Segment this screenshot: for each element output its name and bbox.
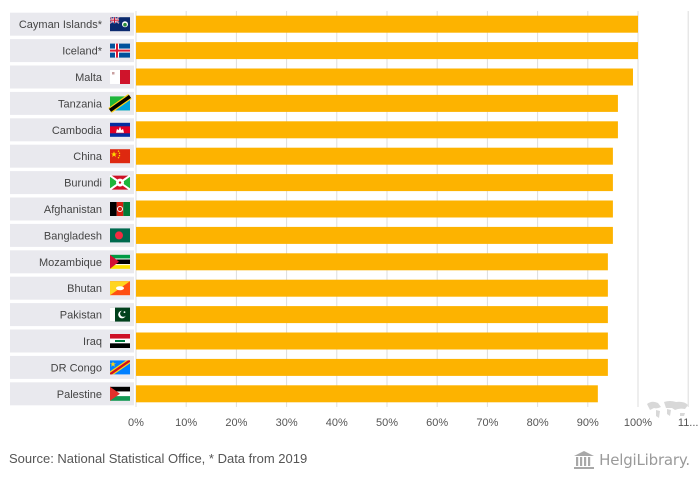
bar — [136, 332, 608, 350]
bhutan-flag — [110, 281, 130, 296]
bar-row: Bhutan — [10, 276, 608, 300]
bar-row: Palestine — [10, 382, 598, 406]
bar-row: Iceland* — [10, 39, 638, 63]
cayman-islands-flag — [109, 16, 130, 32]
bar-row: Pakistan — [10, 303, 608, 327]
burundi-flag — [109, 174, 131, 191]
world-map-icon — [647, 401, 688, 418]
x-tick-label: 100% — [624, 417, 652, 429]
bar — [136, 147, 613, 165]
category-label: DR Congo — [51, 362, 102, 374]
bar — [136, 121, 618, 139]
category-label: Iceland* — [62, 46, 102, 58]
bar — [136, 200, 613, 218]
category-label: Mozambique — [39, 257, 102, 269]
row-label-band — [10, 118, 134, 142]
footer: Source: National Statistical Office, * D… — [0, 440, 700, 483]
row-label-band — [10, 144, 134, 168]
bar — [136, 385, 598, 403]
row-label-band — [10, 355, 134, 379]
row-label-band — [10, 250, 134, 274]
category-label: Bhutan — [67, 283, 102, 295]
category-label: Cayman Islands* — [19, 19, 103, 31]
category-label: Bangladesh — [44, 230, 102, 242]
bar — [136, 15, 638, 33]
bar — [136, 94, 618, 112]
row-label-band — [10, 223, 134, 247]
bar-row: Malta — [10, 65, 633, 89]
x-tick-label: 40% — [326, 417, 348, 429]
bar — [136, 42, 638, 60]
source-note: Source: National Statistical Office, * D… — [9, 451, 308, 466]
x-tick-label: 0% — [128, 417, 144, 429]
row-label-band — [10, 276, 134, 300]
brand-name: HelgiLibrary. — [599, 451, 690, 469]
bar-row: Cayman Islands* — [10, 12, 638, 36]
x-tick-label: 30% — [276, 417, 298, 429]
category-label: Afghanistan — [44, 204, 102, 216]
category-label: Cambodia — [52, 125, 103, 137]
bar-row: Tanzania — [10, 91, 618, 115]
tanzania-flag — [108, 93, 132, 113]
malta-flag — [110, 70, 130, 84]
category-label: Palestine — [57, 389, 102, 401]
bar — [136, 358, 608, 376]
x-tick-label: 60% — [426, 417, 448, 429]
chart-rows: Cayman Islands* Iceland* Malta Tanzania Camb… — [10, 12, 638, 406]
palestine-flag — [110, 386, 130, 401]
x-axis: 0% 10% 20% 30% 40% 50% 60% 70% 80% 90% 100% 11... — [128, 417, 698, 429]
cambodia-flag — [110, 122, 130, 137]
bar-row: Mozambique — [10, 250, 608, 274]
x-tick-label: 80% — [527, 417, 549, 429]
dr-congo-flag — [110, 360, 130, 375]
brand-logo[interactable]: HelgiLibrary. — [573, 446, 690, 474]
x-tick-label: 90% — [577, 417, 599, 429]
mozambique-flag — [110, 254, 130, 269]
x-tick-label: 10% — [175, 417, 197, 429]
bar-row: China — [10, 144, 613, 168]
bar — [136, 253, 608, 271]
category-label: China — [73, 151, 103, 163]
library-icon — [574, 451, 595, 469]
x-tick-label: 50% — [376, 417, 398, 429]
category-label: Pakistan — [60, 310, 102, 322]
iraq-flag — [110, 334, 130, 348]
bar — [136, 306, 608, 324]
bar-row: Afghanistan — [10, 197, 613, 221]
category-label: Burundi — [64, 178, 102, 190]
afghanistan-flag — [110, 202, 130, 216]
china-flag — [110, 149, 130, 164]
bar — [136, 174, 613, 192]
iceland-flag — [110, 43, 130, 58]
x-tick-label: 20% — [225, 417, 247, 429]
category-label: Tanzania — [58, 98, 103, 110]
row-label-band — [10, 171, 134, 195]
bar — [136, 226, 613, 244]
x-tick-label: 70% — [476, 417, 498, 429]
row-label-band — [10, 65, 134, 89]
bar-row: Iraq — [10, 329, 608, 353]
row-label-band — [10, 39, 134, 63]
bangladesh-flag — [110, 228, 130, 243]
row-label-band — [10, 382, 134, 406]
bar — [136, 279, 608, 297]
bar-row: Cambodia — [10, 118, 618, 142]
row-label-band — [10, 197, 134, 221]
category-label: Malta — [75, 72, 103, 84]
bar-row: DR Congo — [10, 355, 608, 379]
row-label-band — [10, 303, 134, 327]
bar-row: Burundi — [10, 171, 613, 195]
row-label-band — [10, 329, 134, 353]
x-tick-label: 11... — [678, 417, 699, 429]
chart: Cayman Islands* Iceland* Malta Tanzania Camb… — [10, 11, 698, 429]
category-label: Iraq — [83, 336, 102, 348]
bar — [136, 68, 633, 86]
pakistan-flag — [110, 307, 130, 322]
row-label-band — [10, 12, 134, 36]
row-label-band — [10, 91, 134, 115]
bar-row: Bangladesh — [10, 223, 613, 247]
